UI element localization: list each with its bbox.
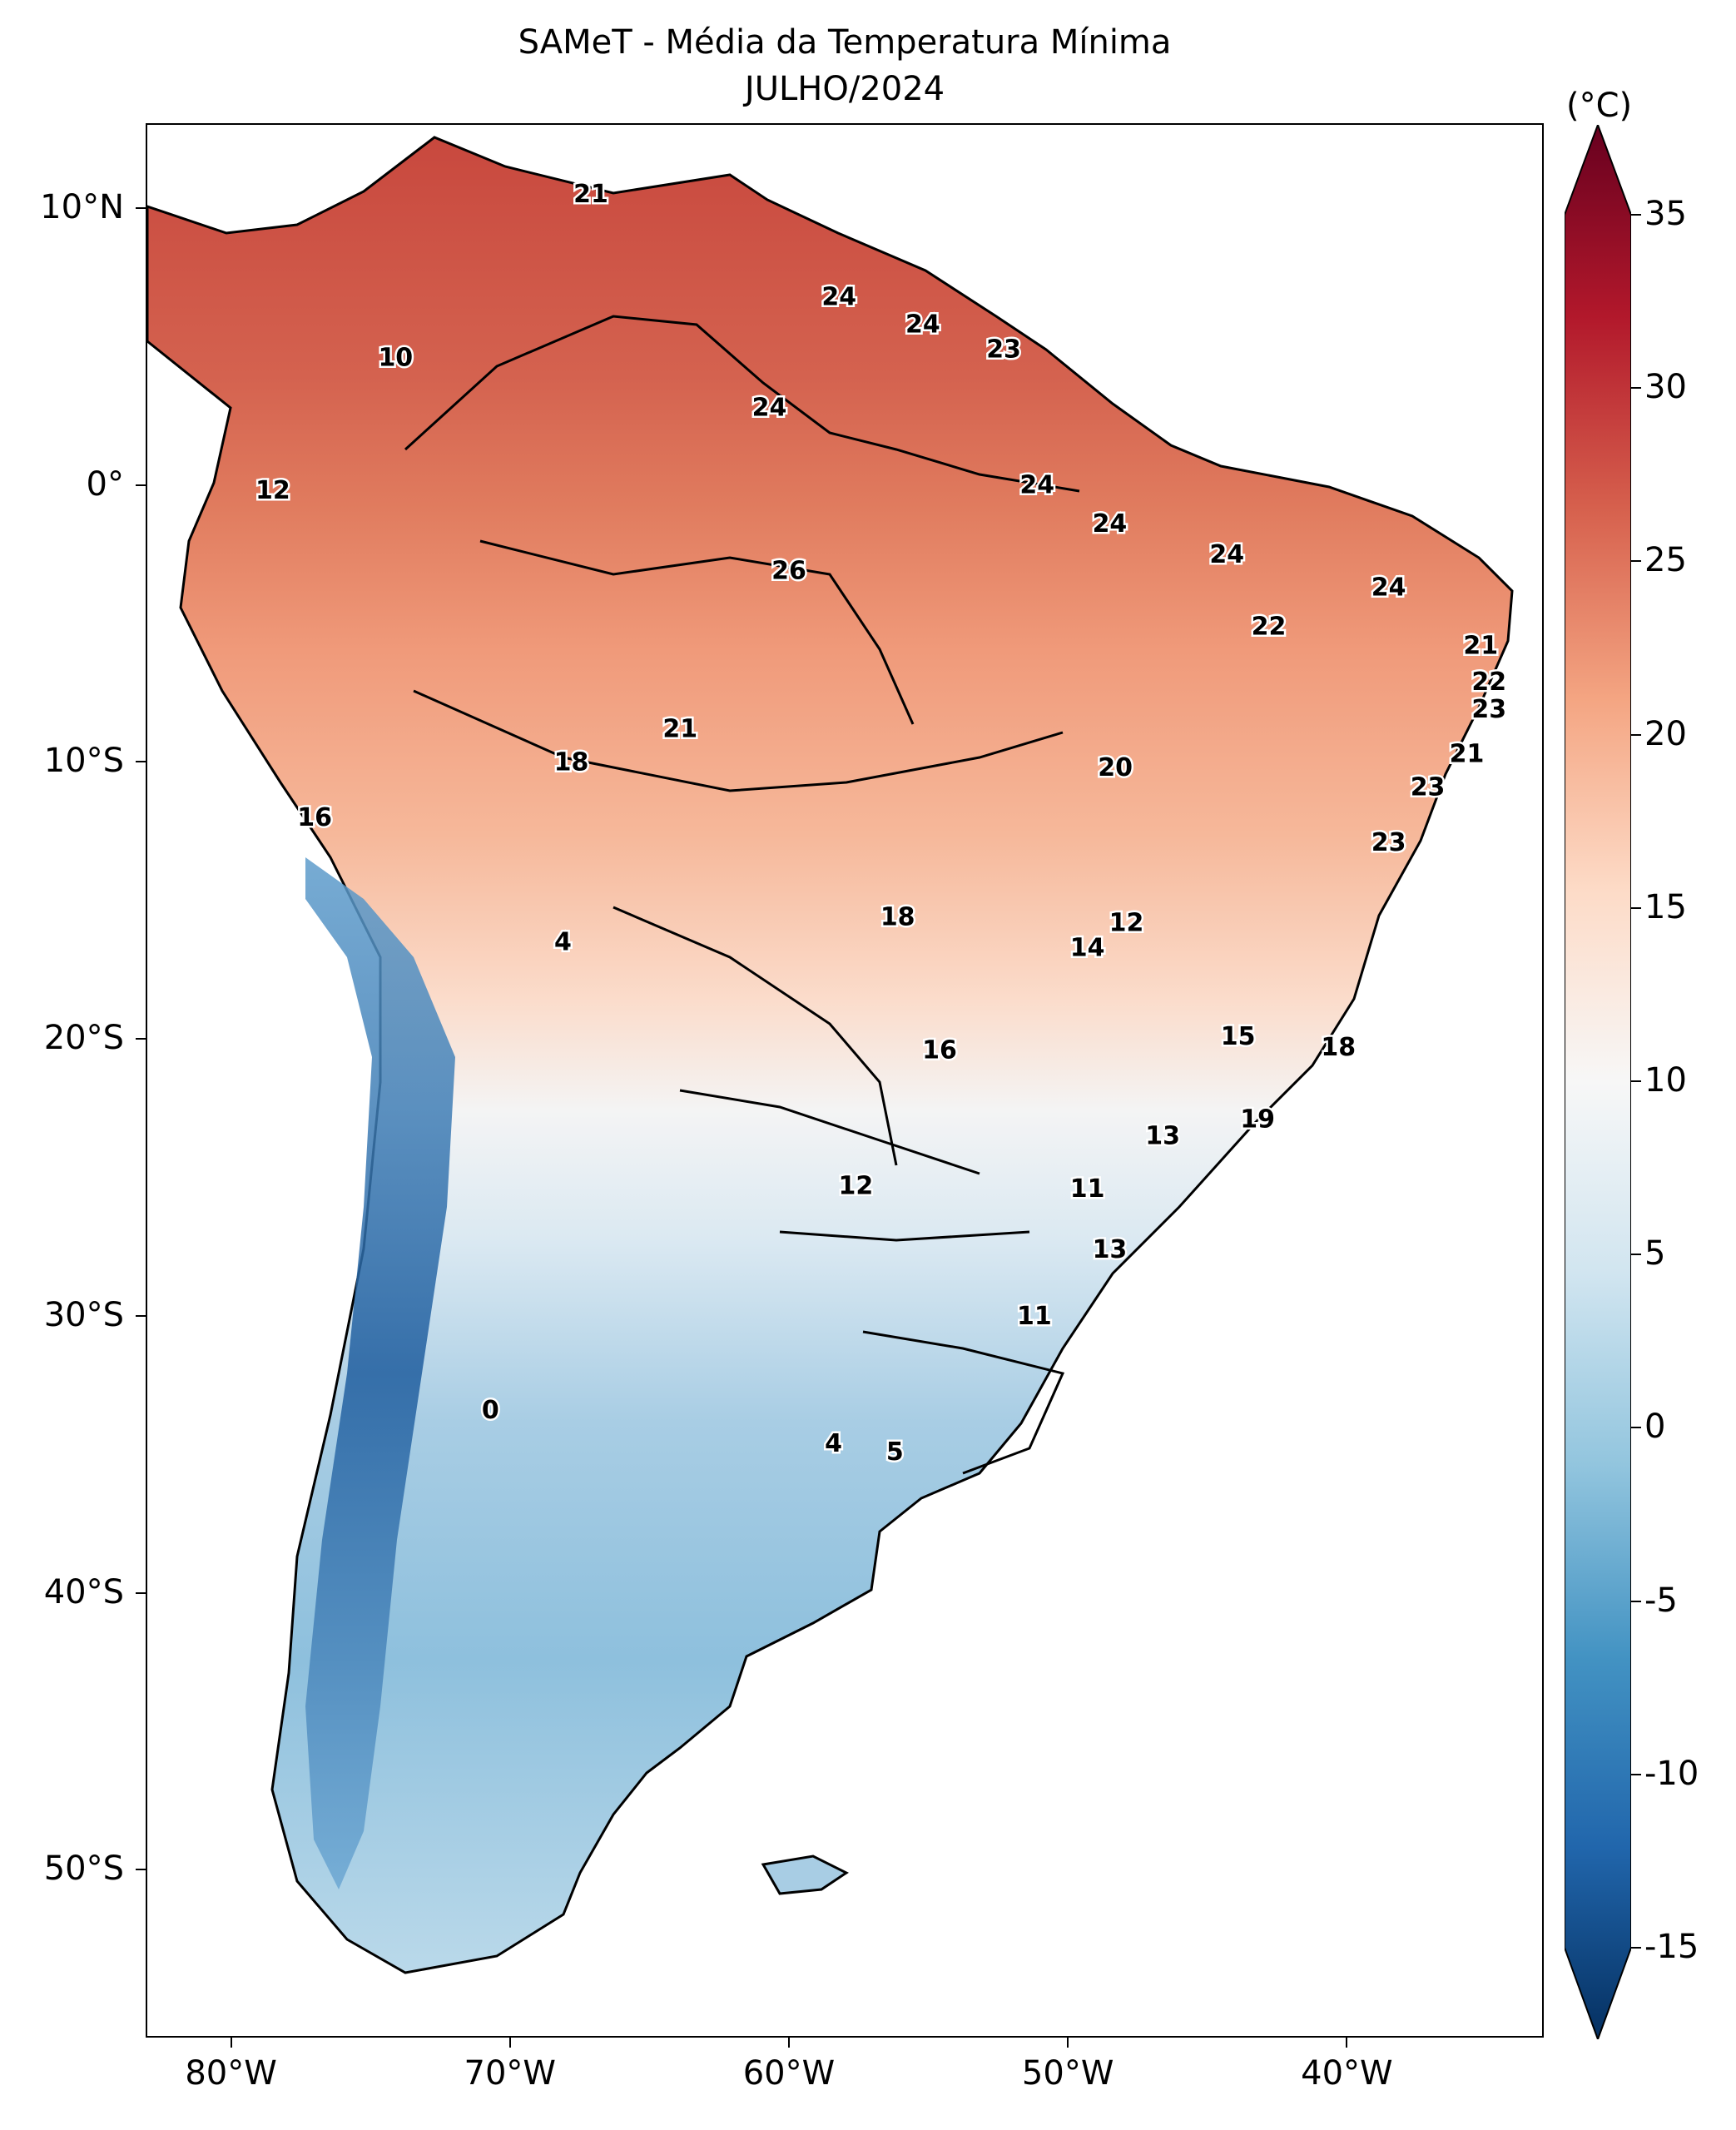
colorbar-tick: [1631, 387, 1641, 390]
chart-title: SAMeT - Média da Temperatura Mínima: [518, 23, 1172, 62]
city-value-label: 21: [573, 180, 608, 209]
city-value-label: 23: [986, 335, 1021, 365]
city-value-label: 21: [1450, 739, 1485, 768]
inpe-logo: [1512, 2014, 1544, 2038]
falkland-islands: [761, 1854, 849, 1895]
y-tick-label: 0°: [86, 464, 124, 504]
city-value-label: 22: [1471, 668, 1506, 697]
city-value-label: 15: [1221, 1022, 1256, 1051]
city-value-label: 4: [554, 928, 572, 957]
city-value-label: 26: [771, 557, 806, 586]
city-value-label: 18: [1321, 1033, 1356, 1062]
x-tick: [1067, 2038, 1069, 2048]
x-tick-label: 50°W: [1021, 2054, 1114, 2093]
y-tick: [136, 761, 146, 763]
city-value-label: 5: [886, 1437, 904, 1467]
city-value-label: 14: [1070, 933, 1105, 962]
colorbar-tick: [1631, 1080, 1641, 1082]
y-tick-label: 30°S: [43, 1295, 124, 1334]
colorbar-tick: [1631, 1600, 1641, 1602]
y-tick-label: 50°S: [43, 1849, 124, 1889]
city-value-label: 11: [1017, 1302, 1052, 1331]
city-value-label: 24: [1093, 509, 1128, 539]
x-tick: [230, 2038, 232, 2048]
y-tick: [136, 484, 146, 486]
colorbar-tick-label: 30: [1644, 368, 1687, 407]
y-tick-label: 40°S: [43, 1572, 124, 1611]
city-value-label: 22: [1252, 612, 1287, 641]
chart-subtitle: JULHO/2024: [744, 70, 945, 108]
colorbar-tick-label: 10: [1644, 1061, 1687, 1100]
city-value-label: 24: [821, 282, 856, 311]
city-value-label: 16: [297, 803, 332, 832]
colorbar-tick-label: -15: [1644, 1928, 1699, 1966]
city-value-label: 12: [255, 476, 290, 505]
colorbar-tick: [1631, 733, 1641, 736]
colorbar-tick-label: 20: [1644, 714, 1687, 753]
city-value-label: 13: [1145, 1122, 1180, 1151]
y-tick: [136, 206, 146, 209]
colorbar-tick-label: -10: [1644, 1754, 1699, 1793]
city-value-label: 12: [1109, 908, 1144, 937]
city-value-label: 18: [554, 747, 589, 777]
y-tick-label: 20°S: [43, 1019, 124, 1058]
colorbar-tick-label: 5: [1644, 1234, 1666, 1274]
colorbar-tick-label: 35: [1644, 195, 1687, 233]
colorbar-bar: [1565, 125, 1631, 2039]
colorbar-tick: [1631, 560, 1641, 563]
city-value-label: 19: [1240, 1105, 1275, 1135]
colorbar-tick: [1631, 1427, 1641, 1429]
country-borders: [404, 315, 1080, 1475]
inpe-logo-graphic: [1512, 2014, 1544, 2038]
colorbar-tick-label: -5: [1644, 1581, 1678, 1620]
city-value-label: 23: [1411, 772, 1446, 802]
colorbar-tick: [1631, 1773, 1641, 1775]
colorbar-tick-label: 0: [1644, 1408, 1666, 1447]
y-tick: [136, 1591, 146, 1594]
map-frame: 21 10 24 24 23 24 12 24 24 24 26 24 22 21 22 23 21 21 18 20…: [146, 123, 1544, 2038]
colorbar-tick-label: 15: [1644, 887, 1687, 926]
city-value-label: 18: [880, 903, 915, 932]
colorbar-tick: [1631, 1254, 1641, 1256]
colorbar-tick: [1631, 906, 1641, 909]
y-tick: [136, 1869, 146, 1871]
x-tick: [787, 2038, 790, 2048]
city-value-label: 13: [1093, 1235, 1128, 1264]
city-value-label: 24: [1209, 540, 1244, 569]
city-value-label: 23: [1471, 695, 1506, 724]
x-tick-label: 60°W: [742, 2054, 836, 2093]
x-tick-label: 40°W: [1301, 2054, 1393, 2093]
x-tick-label: 70°W: [464, 2054, 556, 2093]
city-value-label: 21: [1463, 632, 1498, 661]
colorbar-unit: (°C): [1566, 87, 1633, 125]
city-value-label: 24: [905, 310, 940, 340]
andes-cold-band: [305, 857, 455, 1889]
city-value-label: 20: [1098, 753, 1133, 782]
y-tick: [136, 1038, 146, 1040]
y-tick: [136, 1314, 146, 1317]
x-tick: [508, 2038, 511, 2048]
city-value-label: 0: [482, 1396, 499, 1425]
city-value-label: 10: [378, 344, 413, 373]
colorbar-tick: [1631, 214, 1641, 216]
colorbar: [1565, 125, 1631, 2039]
city-value-label: 16: [922, 1035, 957, 1065]
city-value-label: 23: [1371, 828, 1406, 857]
city-value-label: 12: [839, 1171, 874, 1200]
x-tick-label: 80°W: [185, 2054, 277, 2093]
city-value-label: 24: [1371, 573, 1406, 603]
colorbar-tick: [1631, 1947, 1641, 1949]
city-value-label: 21: [662, 714, 697, 743]
y-tick-label: 10°N: [40, 187, 124, 226]
city-value-label: 24: [752, 393, 787, 422]
city-value-label: 11: [1070, 1174, 1105, 1204]
colorbar-tick-label: 25: [1644, 541, 1687, 580]
y-tick-label: 10°S: [43, 742, 124, 781]
city-value-label: 24: [1019, 471, 1054, 500]
x-tick: [1346, 2038, 1348, 2048]
city-value-label: 4: [825, 1429, 842, 1458]
